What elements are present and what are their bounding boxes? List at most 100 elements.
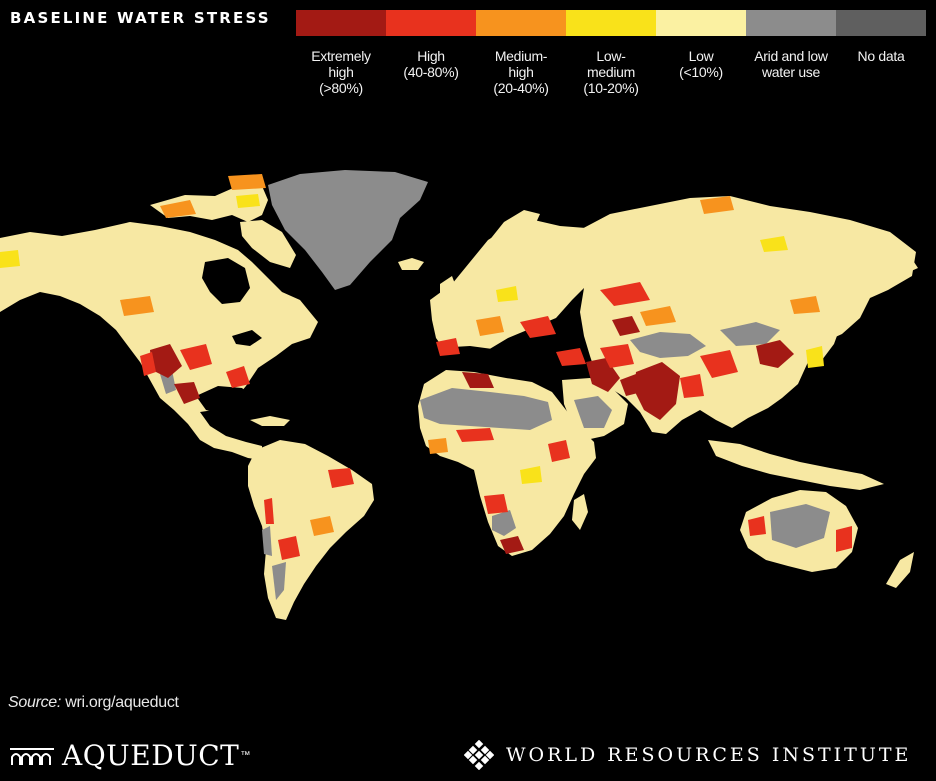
swatch-extremely-high	[296, 10, 386, 36]
swatch-arid	[746, 10, 836, 36]
legend-line: water use	[762, 64, 820, 80]
trademark-mark: ™	[240, 750, 251, 761]
wri-logo: WORLD RESOURCES INSTITUTE	[464, 740, 911, 770]
arid-central-asia	[630, 332, 706, 358]
legend-line: Medium-	[494, 48, 548, 64]
high-china	[700, 350, 738, 378]
mediterranean	[436, 346, 556, 378]
legend-label-low-medium: Low- medium (10-20%)	[566, 36, 656, 96]
britain	[440, 276, 458, 308]
se-asia-islands	[708, 440, 884, 490]
high-chile	[264, 498, 274, 524]
legend-label-no-data: No data	[836, 36, 926, 96]
high-brazil-ne	[328, 468, 354, 488]
swatch-low	[656, 10, 746, 36]
high-iran	[600, 344, 634, 368]
scandinavia	[478, 210, 540, 290]
medhigh-europe	[476, 316, 504, 336]
baffin-island	[240, 220, 296, 268]
legend-line: High	[417, 48, 445, 64]
great-lakes	[232, 330, 262, 346]
wri-icon	[464, 740, 494, 770]
arid-kalahari	[492, 510, 516, 536]
madagascar	[572, 494, 588, 530]
legend-line: high	[508, 64, 534, 80]
gulf-of-mexico	[196, 386, 254, 414]
asia	[576, 196, 916, 434]
legend-line: No data	[857, 48, 905, 64]
arid-patagonia	[272, 562, 286, 600]
high-russia-south	[600, 282, 650, 306]
arid-atacama	[262, 526, 272, 556]
legend: Extremely high (>80%) High (40-80%) Medi…	[296, 10, 928, 96]
high-stress-regions	[140, 282, 852, 560]
legend-line: Low	[688, 48, 714, 64]
high-us-plains	[180, 344, 212, 370]
swatch-medium-high	[476, 10, 566, 36]
high-east-africa	[548, 440, 570, 462]
high-south-asia	[680, 374, 704, 398]
aqueduct-logo: AQUEDUCT ™	[8, 739, 250, 772]
legend-label-extremely-high: Extremely high (>80%)	[296, 36, 386, 96]
kamchatka	[880, 246, 918, 276]
high-europe-east	[520, 316, 556, 338]
legend-label-arid: Arid and low water use	[746, 36, 836, 96]
legend-line: (<10%)	[679, 64, 723, 80]
legend-labels: Extremely high (>80%) High (40-80%) Medi…	[296, 36, 928, 96]
medhigh-canada	[120, 296, 154, 316]
medhigh-brazil	[310, 516, 334, 536]
medhigh-kazakh	[640, 306, 676, 326]
high-us-east	[226, 366, 250, 388]
extreme-north-china	[756, 340, 794, 368]
source-url: wri.org/aqueduct	[65, 694, 179, 711]
legend-line: Low-	[596, 48, 626, 64]
map-title: BASELINE WATER STRESS	[10, 9, 271, 27]
legend-label-low: Low (<10%)	[656, 36, 746, 96]
legend-swatches	[296, 10, 928, 36]
black-sea	[546, 332, 590, 350]
swatch-no-data	[836, 10, 926, 36]
legend-line: (>80%)	[319, 80, 363, 96]
hudson-bay	[202, 258, 250, 304]
iceland	[398, 258, 424, 270]
legend-line: (10-20%)	[583, 80, 639, 96]
medhigh-arctic-canada	[160, 200, 196, 218]
lowmed-northwest	[0, 250, 20, 268]
wri-wordmark: WORLD RESOURCES INSTITUTE	[506, 744, 912, 766]
legend-line: Extremely	[311, 48, 371, 64]
greenland	[268, 170, 428, 290]
extreme-mexico	[174, 382, 200, 404]
medhigh-west-africa	[428, 438, 448, 454]
aqueduct-icon	[10, 747, 54, 765]
high-southern-africa	[484, 494, 508, 514]
legend-line: high	[328, 64, 354, 80]
high-sahel	[456, 428, 494, 442]
high-australia-west	[748, 516, 766, 536]
caribbean	[250, 416, 290, 426]
legend-line: Arid and low	[754, 48, 828, 64]
extreme-north-africa	[462, 372, 494, 388]
high-california	[140, 352, 156, 376]
extreme-central-asia	[612, 316, 640, 336]
extreme-south-africa	[500, 536, 524, 554]
high-turkey	[556, 348, 586, 366]
high-spain	[436, 338, 460, 356]
world-map	[0, 170, 918, 620]
arid-gobi	[720, 322, 780, 346]
legend-line: (40-80%)	[403, 64, 459, 80]
swatch-low-medium	[566, 10, 656, 36]
swatch-high	[386, 10, 476, 36]
aqueduct-wordmark: AQUEDUCT	[62, 739, 240, 772]
medium-high-regions	[120, 174, 820, 536]
lowmed-africa	[520, 466, 542, 484]
lowmed-east-asia	[806, 346, 824, 368]
legend-line: (20-40%)	[493, 80, 549, 96]
legend-line: medium	[587, 64, 635, 80]
lowmed-europe-north	[496, 286, 518, 302]
arid-regions	[160, 322, 830, 600]
extreme-india	[634, 362, 680, 420]
medhigh-siberia	[700, 196, 734, 214]
new-zealand	[886, 552, 914, 588]
lowmed-arctic	[236, 194, 260, 208]
legend-label-high: High (40-80%)	[386, 36, 476, 96]
